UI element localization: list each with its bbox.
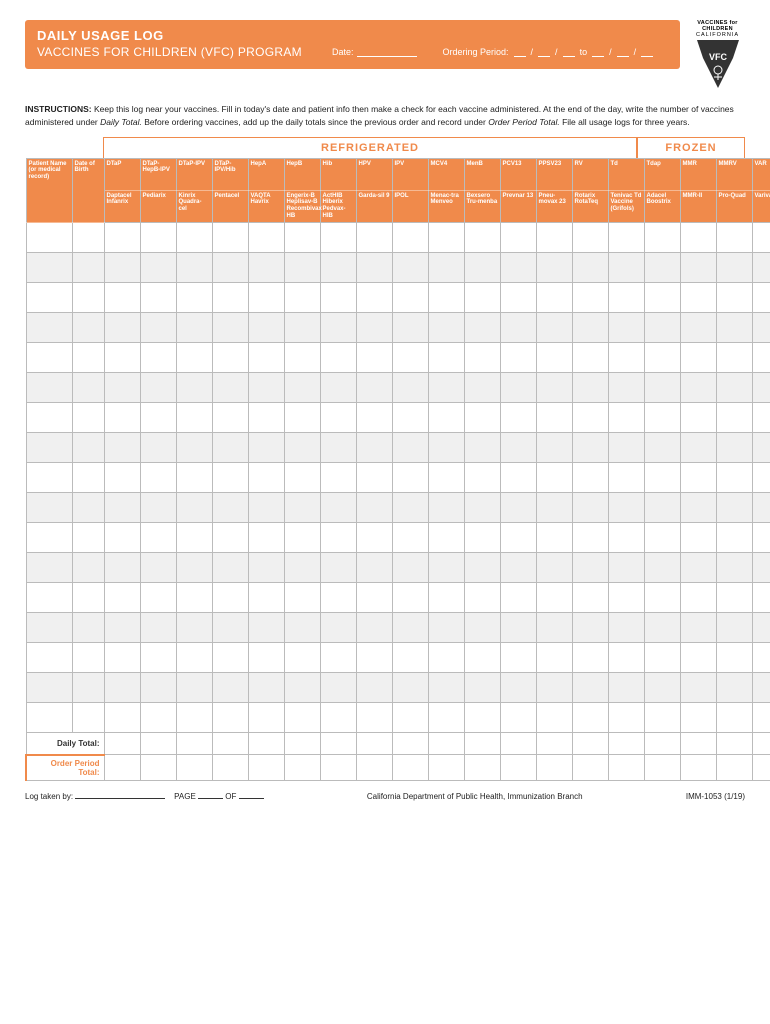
logo-line1: VACCINES for CHILDREN xyxy=(690,20,745,32)
col-top-5: HepB xyxy=(284,158,320,190)
col-bottom-10: Bexsero Tru-menba xyxy=(464,190,500,223)
to-label: to xyxy=(580,47,588,57)
ordering-period-field[interactable]: Ordering Period: // to // xyxy=(442,47,654,57)
table-row[interactable] xyxy=(26,313,770,343)
col-top-15: Tdap xyxy=(644,158,680,190)
col-top-13: RV xyxy=(572,158,608,190)
col-top-10: MenB xyxy=(464,158,500,190)
col-top-0: DTaP xyxy=(104,158,140,190)
col-bottom-9: Menac-tra Menveo xyxy=(428,190,464,223)
table-row[interactable] xyxy=(26,253,770,283)
col-patient-name: Patient Name (or medical record) xyxy=(26,158,72,223)
daily-total-row: Daily Total: xyxy=(26,733,770,755)
dept-label: California Department of Public Health, … xyxy=(367,792,583,801)
table-row[interactable] xyxy=(26,523,770,553)
col-top-12: PPSV23 xyxy=(536,158,572,190)
form-id: IMM-1053 (1/19) xyxy=(686,792,745,801)
logo-badge: VFC xyxy=(709,52,728,62)
col-bottom-8: IPOL xyxy=(392,190,428,223)
col-bottom-18: Varivax xyxy=(752,190,770,223)
instructions-text: INSTRUCTIONS: Keep this log near your va… xyxy=(25,103,745,129)
table-row[interactable] xyxy=(26,343,770,373)
col-bottom-4: VAQTA Havrix xyxy=(248,190,284,223)
col-top-9: MCV4 xyxy=(428,158,464,190)
page-total-field[interactable] xyxy=(239,791,264,799)
col-top-1: DTaP-HepB-IPV xyxy=(140,158,176,190)
refrigerated-tab: REFRIGERATED xyxy=(103,137,637,158)
page-footer: Log taken by: PAGE OF California Departm… xyxy=(25,791,745,801)
col-bottom-11: Prevnar 13 xyxy=(500,190,536,223)
table-row[interactable] xyxy=(26,703,770,733)
instructions-label: INSTRUCTIONS: xyxy=(25,104,92,114)
col-top-4: HepA xyxy=(248,158,284,190)
table-row[interactable] xyxy=(26,643,770,673)
col-bottom-1: Pediarix xyxy=(140,190,176,223)
col-top-7: HPV xyxy=(356,158,392,190)
log-taken-field[interactable] xyxy=(75,791,165,799)
col-bottom-0: Daptacel Infanrix xyxy=(104,190,140,223)
col-bottom-15: Adacel Boostrix xyxy=(644,190,680,223)
col-top-14: Td xyxy=(608,158,644,190)
col-bottom-14: Tenivac Td Vaccine (Grifols) xyxy=(608,190,644,223)
order-total-row: Order Period Total: xyxy=(26,755,770,781)
col-top-17: MMRV xyxy=(716,158,752,190)
table-row[interactable] xyxy=(26,583,770,613)
col-bottom-13: Rotarix RotaTeq xyxy=(572,190,608,223)
col-bottom-16: MMR-II xyxy=(680,190,716,223)
header-bar: DAILY USAGE LOG VACCINES FOR CHILDREN (V… xyxy=(25,20,680,69)
ordering-label: Ordering Period: xyxy=(442,47,508,57)
col-top-3: DTaP-IPV/Hib xyxy=(212,158,248,190)
of-label: OF xyxy=(225,792,236,801)
shield-icon: VFC xyxy=(697,40,739,88)
page-subtitle: VACCINES FOR CHILDREN (VFC) PROGRAM xyxy=(37,45,302,59)
col-bottom-3: Pentacel xyxy=(212,190,248,223)
logo-line2: CALIFORNIA xyxy=(690,32,745,38)
col-top-18: VAR xyxy=(752,158,770,190)
page-num-field[interactable] xyxy=(198,791,223,799)
frozen-tab: FROZEN xyxy=(637,137,745,158)
col-bottom-2: Kinrix Quadra-cel xyxy=(176,190,212,223)
col-bottom-6: ActHIB Hiberix Pedvax-HIB xyxy=(320,190,356,223)
table-row[interactable] xyxy=(26,283,770,313)
table-row[interactable] xyxy=(26,373,770,403)
vaccine-log-table: Patient Name (or medical record)Date of … xyxy=(25,158,770,782)
col-top-2: DTaP-IPV xyxy=(176,158,212,190)
date-label: Date: xyxy=(332,47,354,57)
order-total-label: Order Period Total: xyxy=(26,755,104,781)
col-bottom-12: Pneu-movax 23 xyxy=(536,190,572,223)
col-dob: Date of Birth xyxy=(72,158,104,223)
table-row[interactable] xyxy=(26,553,770,583)
col-top-6: Hib xyxy=(320,158,356,190)
table-row[interactable] xyxy=(26,433,770,463)
vfc-logo: VACCINES for CHILDREN CALIFORNIA VFC xyxy=(690,20,745,93)
table-row[interactable] xyxy=(26,463,770,493)
table-row[interactable] xyxy=(26,673,770,703)
col-top-8: IPV xyxy=(392,158,428,190)
col-top-11: PCV13 xyxy=(500,158,536,190)
page-label: PAGE xyxy=(174,792,196,801)
table-row[interactable] xyxy=(26,493,770,523)
col-top-16: MMR xyxy=(680,158,716,190)
date-field[interactable]: Date: xyxy=(332,47,418,57)
col-bottom-5: Engerix-B Heplisav-B Recombivax HB xyxy=(284,190,320,223)
col-bottom-7: Garda-sil 9 xyxy=(356,190,392,223)
daily-total-label: Daily Total: xyxy=(26,733,104,755)
col-bottom-17: Pro-Quad xyxy=(716,190,752,223)
table-row[interactable] xyxy=(26,223,770,253)
page-title: DAILY USAGE LOG xyxy=(37,28,302,43)
table-row[interactable] xyxy=(26,613,770,643)
log-taken-label: Log taken by: xyxy=(25,792,73,801)
table-row[interactable] xyxy=(26,403,770,433)
